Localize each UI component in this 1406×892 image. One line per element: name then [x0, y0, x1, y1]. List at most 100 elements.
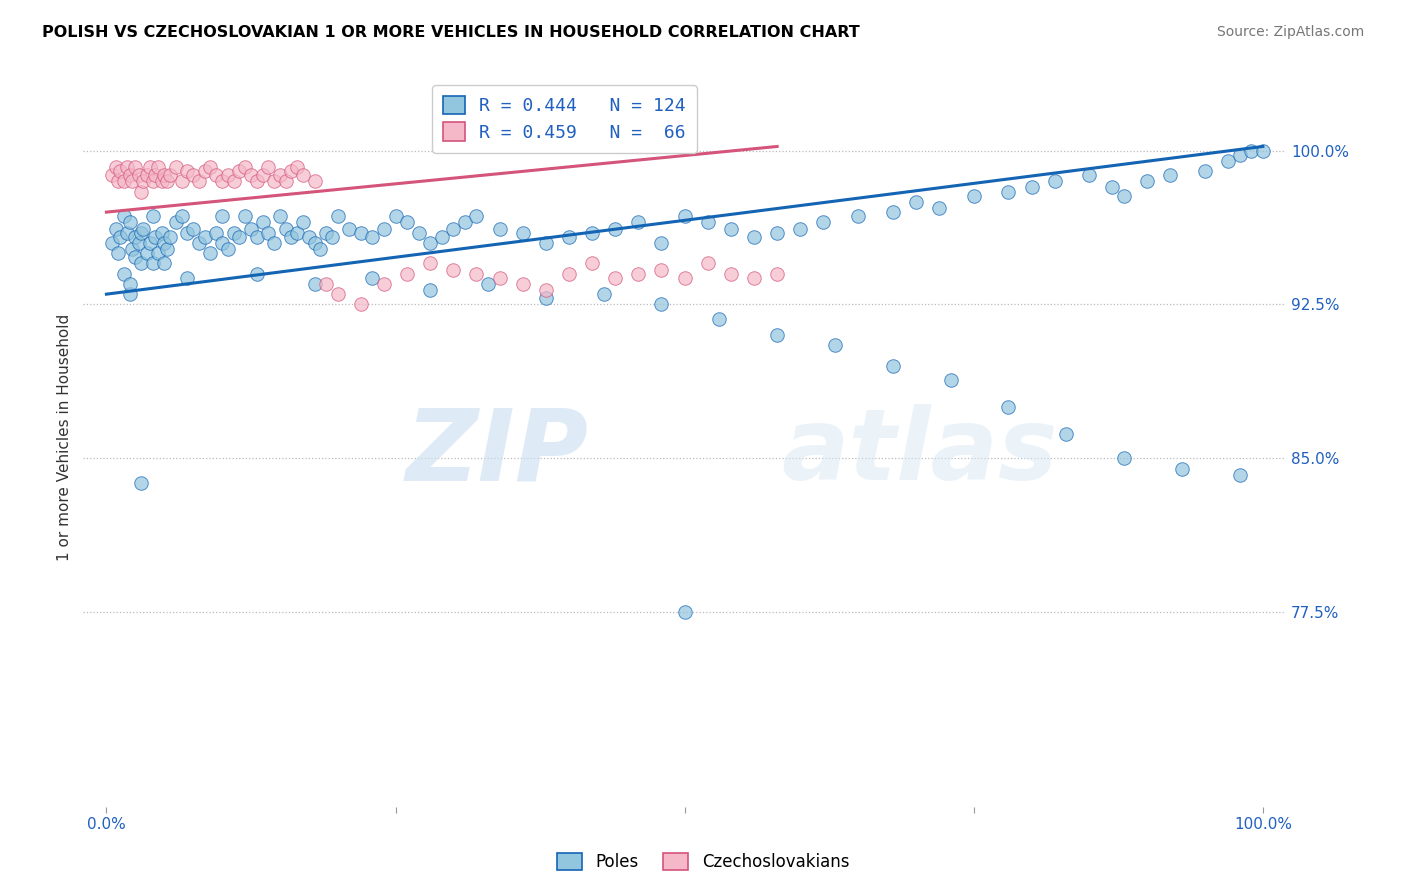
Point: [1054, 426, 1077, 441]
Point: [997, 400, 1019, 414]
Point: [1021, 180, 1043, 194]
Point: [650, 262, 672, 277]
Point: [110, 229, 132, 244]
Point: [928, 201, 950, 215]
Point: [124, 160, 146, 174]
Point: [181, 168, 204, 182]
Point: [292, 215, 315, 229]
Point: [222, 174, 245, 188]
Point: [650, 235, 672, 250]
Point: [488, 270, 510, 285]
Point: [150, 174, 173, 188]
Point: [419, 256, 441, 270]
Point: [150, 226, 173, 240]
Point: [1159, 168, 1181, 182]
Point: [228, 229, 250, 244]
Y-axis label: 1 or more Vehicles in Household: 1 or more Vehicles in Household: [58, 314, 72, 561]
Point: [650, 297, 672, 311]
Point: [170, 209, 193, 223]
Point: [766, 226, 789, 240]
Point: [129, 475, 152, 490]
Point: [269, 209, 291, 223]
Point: [581, 226, 603, 240]
Point: [135, 246, 157, 260]
Point: [217, 242, 239, 256]
Point: [605, 270, 627, 285]
Point: [720, 267, 742, 281]
Point: [274, 174, 297, 188]
Point: [205, 226, 228, 240]
Point: [148, 246, 170, 260]
Point: [233, 160, 256, 174]
Point: [766, 328, 789, 343]
Point: [159, 168, 181, 182]
Point: [512, 277, 534, 291]
Point: [673, 605, 696, 619]
Point: [512, 226, 534, 240]
Point: [239, 221, 262, 235]
Point: [350, 297, 373, 311]
Point: [176, 164, 198, 178]
Point: [121, 242, 143, 256]
Point: [373, 221, 395, 235]
Point: [673, 209, 696, 223]
Point: [430, 229, 453, 244]
Point: [1043, 174, 1066, 188]
Point: [488, 221, 510, 235]
Point: [200, 160, 222, 174]
Legend: R = 0.444   N = 124, R = 0.459   N =  66: R = 0.444 N = 124, R = 0.459 N = 66: [432, 85, 696, 153]
Point: [139, 235, 162, 250]
Point: [709, 311, 731, 326]
Point: [315, 277, 337, 291]
Point: [101, 168, 124, 182]
Point: [118, 287, 141, 301]
Point: [252, 168, 274, 182]
Point: [269, 168, 291, 182]
Point: [581, 256, 603, 270]
Point: [963, 188, 986, 202]
Point: [1112, 188, 1135, 202]
Point: [408, 226, 430, 240]
Point: [148, 160, 170, 174]
Point: [742, 229, 765, 244]
Point: [104, 160, 127, 174]
Point: [326, 287, 349, 301]
Point: [534, 283, 557, 297]
Point: [112, 267, 135, 281]
Point: [1112, 451, 1135, 466]
Point: [112, 174, 135, 188]
Point: [129, 185, 152, 199]
Point: [194, 164, 217, 178]
Point: [187, 235, 209, 250]
Point: [217, 168, 239, 182]
Point: [252, 215, 274, 229]
Point: [263, 174, 285, 188]
Point: [627, 267, 650, 281]
Point: [1216, 153, 1239, 168]
Point: [882, 359, 904, 373]
Point: [904, 194, 927, 209]
Point: [1101, 180, 1123, 194]
Point: [373, 277, 395, 291]
Point: [824, 338, 846, 352]
Point: [997, 185, 1019, 199]
Point: [285, 160, 308, 174]
Point: [129, 226, 152, 240]
Point: [239, 168, 262, 182]
Point: [187, 174, 209, 188]
Point: [143, 229, 166, 244]
Text: POLISH VS CZECHOSLOVAKIAN 1 OR MORE VEHICLES IN HOUSEHOLD CORRELATION CHART: POLISH VS CZECHOSLOVAKIAN 1 OR MORE VEHI…: [42, 25, 860, 40]
Point: [627, 215, 650, 229]
Point: [309, 242, 332, 256]
Point: [170, 174, 193, 188]
Point: [304, 277, 326, 291]
Point: [673, 270, 696, 285]
Point: [1229, 467, 1251, 482]
Point: [118, 215, 141, 229]
Point: [132, 174, 155, 188]
Point: [200, 246, 222, 260]
Point: [104, 221, 127, 235]
Point: [558, 267, 581, 281]
Point: [142, 209, 165, 223]
Point: [1194, 164, 1216, 178]
